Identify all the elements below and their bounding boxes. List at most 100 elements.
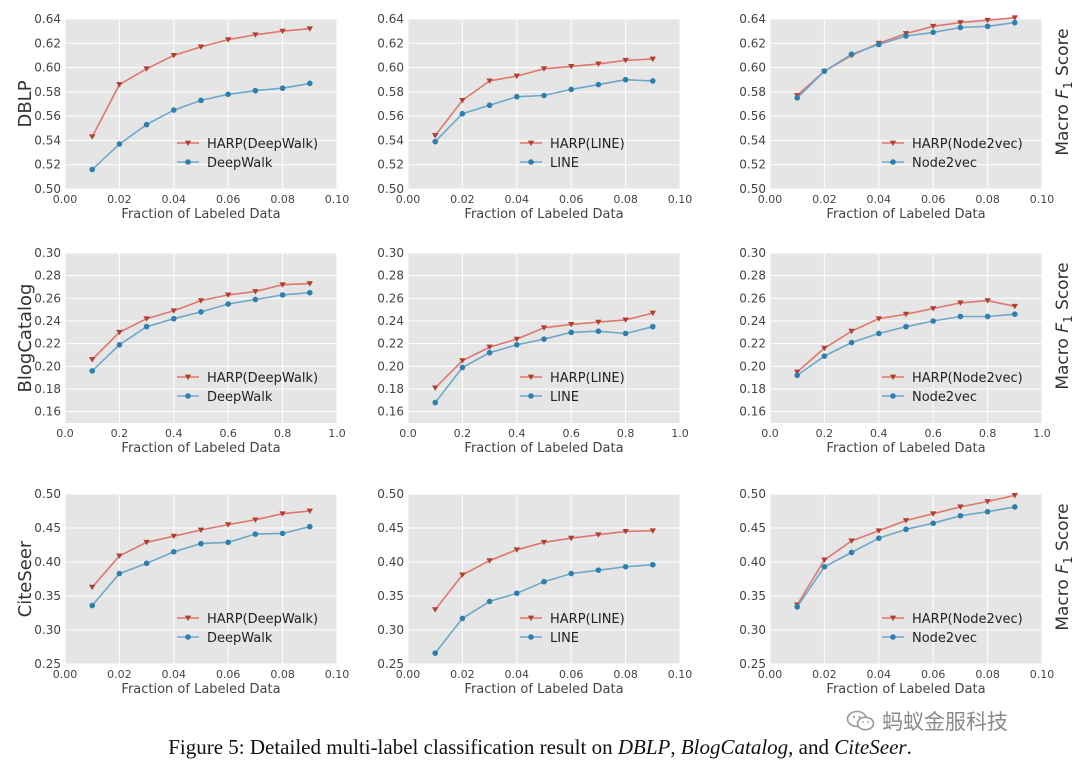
- data-point: [89, 584, 96, 591]
- legend-marker: [184, 615, 192, 621]
- x-tick-label: 0.00: [758, 193, 783, 206]
- x-axis-label: Fraction of Labeled Data: [464, 682, 623, 697]
- y-tick-label: 0.16: [377, 405, 404, 419]
- data-point: [89, 368, 95, 374]
- legend-label: HARP(LINE): [550, 371, 625, 386]
- legend-label: DeepWalk: [207, 156, 273, 171]
- data-point: [930, 23, 937, 30]
- x-tick-label: 0.00: [396, 668, 421, 681]
- data-point: [541, 578, 547, 585]
- x-tick-label: 0.4: [870, 427, 888, 440]
- data-point: [1011, 492, 1018, 499]
- x-axis-label: Fraction of Labeled Data: [121, 441, 280, 456]
- chart-panel-0-0: 0.50 0.52 0.54 0.56 0.58 0.60 0.62 0.64 0.00 0.02…: [34, 12, 349, 222]
- data-point: [848, 339, 855, 346]
- y-tick-label: 0.52: [377, 158, 404, 172]
- legend-label: Node2vec: [912, 631, 977, 646]
- legend-marker: [184, 374, 192, 380]
- data-point: [225, 539, 231, 546]
- data-point: [1011, 303, 1018, 310]
- x-tick-label: 0.02: [107, 668, 132, 681]
- y-tick-label: 0.50: [34, 487, 61, 501]
- x-axis-label: Fraction of Labeled Data: [826, 682, 985, 697]
- data-point: [432, 650, 439, 656]
- x-tick-label: 0.08: [613, 668, 638, 681]
- y-tick-label: 0.30: [34, 246, 61, 260]
- chart-panel-2-0: 0.25 0.30 0.35 0.40 0.45 0.50 0.00 0.02 0.04 0.06…: [34, 487, 349, 697]
- data-point: [252, 32, 259, 38]
- legend-marker: [185, 159, 191, 165]
- figure-grid: 0.50 0.52 0.54 0.56 0.58 0.60 0.62 0.64 0.00 0.02…: [15, 12, 1075, 697]
- y-tick-label: 0.54: [377, 133, 404, 147]
- data-point: [143, 560, 150, 567]
- x-tick-label: 0.06: [216, 668, 241, 681]
- x-tick-label: 0.10: [325, 668, 350, 681]
- data-point: [171, 107, 177, 113]
- data-point: [957, 20, 964, 26]
- y-tick-label: 0.18: [739, 382, 766, 396]
- y-tick-label: 0.30: [377, 246, 404, 260]
- legend-label: Node2vec: [912, 156, 977, 171]
- y-tick-label: 0.18: [377, 382, 404, 396]
- data-point: [198, 540, 204, 547]
- y-tick-label: 0.20: [377, 359, 404, 373]
- y-tick-label: 0.45: [377, 521, 404, 535]
- plot-area: [65, 494, 337, 664]
- data-point: [957, 313, 964, 320]
- right-axis-label: Macro F1 Score: [1053, 262, 1075, 389]
- plot-area: [408, 19, 680, 189]
- x-tick-label: 0.0: [56, 427, 74, 440]
- x-tick-label: 0.04: [505, 193, 530, 206]
- y-tick-label: 0.16: [34, 405, 61, 419]
- data-point: [568, 570, 574, 577]
- y-tick-label: 0.50: [739, 487, 766, 501]
- data-point: [198, 97, 204, 104]
- y-tick-label: 0.62: [34, 36, 61, 50]
- legend-marker: [889, 374, 897, 380]
- legend-marker: [185, 393, 191, 399]
- data-point: [116, 82, 123, 88]
- legend-label: HARP(DeepWalk): [207, 612, 318, 627]
- legend-marker: [528, 159, 534, 165]
- y-tick-label: 0.22: [739, 337, 766, 351]
- caption-end: .: [906, 735, 912, 759]
- x-tick-label: 0.06: [559, 193, 584, 206]
- data-point: [957, 300, 964, 306]
- chart-panel-2-1: 0.25 0.30 0.35 0.40 0.45 0.50 0.00 0.02 0.04 0.06…: [377, 487, 692, 697]
- data-point: [197, 44, 205, 50]
- data-point: [116, 570, 123, 577]
- legend-label: LINE: [550, 631, 579, 646]
- x-tick-label: 0.6: [562, 427, 580, 440]
- y-tick-label: 0.50: [377, 182, 404, 196]
- y-tick-label: 0.30: [377, 623, 404, 637]
- data-point: [568, 86, 574, 93]
- chart-panel-1-1: 0.16 0.18 0.20 0.22 0.24 0.26 0.28 0.30 0.0 0.2 0.…: [377, 246, 688, 456]
- data-point: [903, 33, 909, 39]
- data-point: [622, 330, 629, 337]
- y-tick-label: 0.25: [377, 657, 404, 671]
- y-tick-label: 0.64: [739, 12, 766, 26]
- data-point: [170, 533, 177, 540]
- data-point: [622, 76, 629, 83]
- x-tick-label: 0.6: [924, 427, 942, 440]
- x-axis-label: Fraction of Labeled Data: [826, 207, 985, 222]
- data-point: [1011, 15, 1018, 21]
- y-tick-label: 0.54: [34, 133, 61, 147]
- x-tick-label: 0.4: [165, 427, 183, 440]
- data-point: [432, 133, 439, 139]
- data-point: [649, 310, 656, 317]
- x-tick-label: 0.04: [162, 668, 187, 681]
- data-point: [89, 602, 95, 609]
- y-tick-label: 0.60: [34, 61, 61, 75]
- x-tick-label: 0.08: [975, 193, 1000, 206]
- x-tick-label: 0.8: [274, 427, 292, 440]
- data-point: [595, 328, 602, 335]
- data-point: [821, 563, 828, 570]
- y-tick-label: 0.52: [739, 158, 766, 172]
- data-point: [568, 63, 575, 70]
- y-tick-label: 0.35: [34, 589, 61, 603]
- y-tick-label: 0.56: [739, 109, 766, 123]
- data-point: [903, 323, 909, 330]
- data-point: [432, 607, 439, 613]
- x-tick-label: 0.10: [668, 193, 693, 206]
